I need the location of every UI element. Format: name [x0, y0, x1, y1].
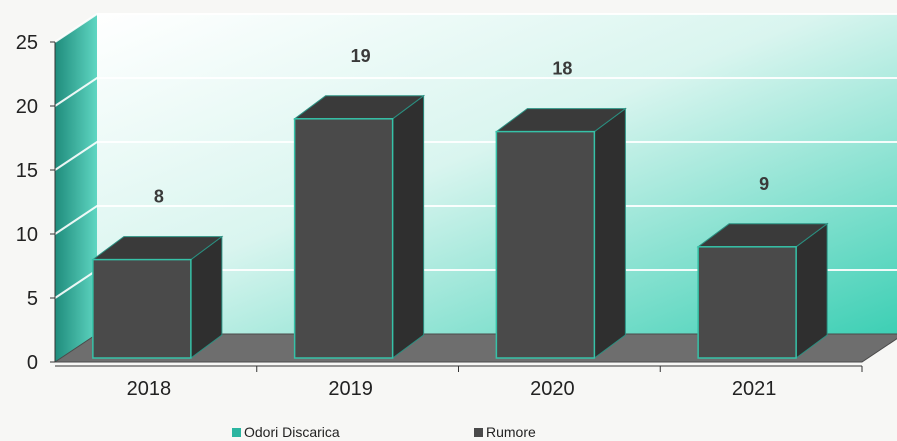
x-tick-label: 2018: [127, 378, 172, 400]
gridline: [54, 13, 897, 43]
y-tick-label: 10: [16, 224, 38, 246]
bar-2020: [495, 130, 596, 359]
x-axis: 2018 2019 2020 2021: [55, 365, 863, 400]
legend-item-odori-discarica: Odori Discarica: [232, 424, 340, 440]
x-tick-label: 2021: [732, 378, 777, 400]
data-label-2020: 18: [552, 59, 572, 79]
y-tick-label: 25: [16, 32, 38, 54]
bars: [91, 94, 829, 359]
legend: Odori Discarica Rumore: [0, 424, 897, 441]
bar-side-2019: [392, 94, 425, 359]
data-label-2019: 19: [351, 46, 371, 66]
x-tick-label: 2019: [328, 378, 373, 400]
bar-side-2020: [593, 107, 626, 359]
bar-2019: [293, 118, 394, 359]
legend-label-odori: Odori Discarica: [244, 424, 340, 440]
y-tick-label: 20: [16, 96, 38, 118]
y-tick-label: 15: [16, 160, 38, 182]
x-tick-label: 2020: [530, 378, 575, 400]
legend-swatch-odori: [232, 427, 241, 437]
floor: [53, 333, 897, 363]
legend-item-rumore: Rumore: [474, 424, 536, 440]
y-tick-label: 0: [27, 352, 38, 374]
y-tick-label: 5: [27, 288, 38, 310]
bar-2018: [92, 258, 192, 359]
legend-swatch-rumore: [474, 427, 483, 437]
gridline: [54, 205, 897, 235]
data-label-2021: 9: [759, 174, 769, 194]
bar-2021: [697, 246, 797, 359]
legend-label-rumore: Rumore: [486, 424, 536, 440]
y-axis: 0 5 10 15 20 25: [16, 32, 56, 374]
gridline: [54, 141, 897, 171]
data-label-2018: 8: [154, 187, 164, 207]
data-labels: 8 19 18 9: [154, 46, 769, 207]
side-wall: [55, 14, 97, 362]
gridline: [54, 77, 897, 107]
